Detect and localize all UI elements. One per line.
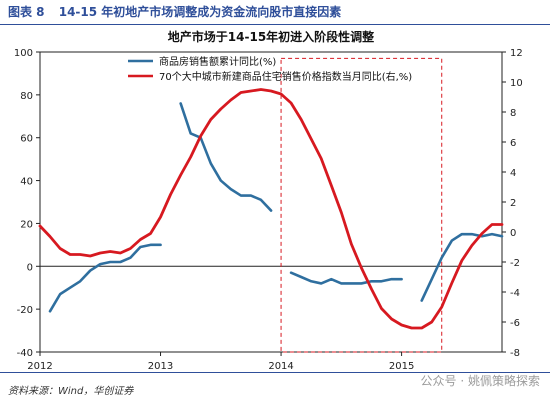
source-note: 资料来源：Wind，华创证券 (8, 386, 134, 397)
right-y-tick-label: 0 (510, 228, 516, 239)
right-y-tick-label: -2 (510, 258, 520, 269)
left-y-tick-label: 100 (14, 48, 33, 59)
right-y-tick-label: 2 (510, 198, 516, 209)
left-y-tick-label: 0 (27, 262, 33, 273)
line-chart: 地产市场于14-15年初进入阶段性调整-40-20020406080100-8-… (14, 29, 523, 372)
chart-container: 地产市场于14-15年初进入阶段性调整 -40 -20 0 20 40 60 80 100 -8-… (0, 24, 550, 374)
right-y-tick-label: 8 (510, 108, 516, 119)
left-y-tick-label: -20 (17, 305, 33, 316)
series-line-sales-value (48, 243, 162, 313)
left-y-tick-label: 80 (20, 91, 33, 102)
left-y-tick-label: 60 (20, 134, 33, 145)
right-y-tick-label: 4 (510, 168, 516, 179)
right-y-tick-label: -4 (510, 288, 520, 299)
legend-label-sales-value: 商品房销售额累计同比(%) (159, 55, 276, 68)
series-line-sales-value (289, 271, 403, 285)
footer-divider (0, 372, 550, 373)
figure-label: 图表 8 (8, 5, 45, 19)
right-y-tick-label: 10 (510, 78, 523, 89)
legend-label-price-index: 70个大中城市新建商品住宅销售价格指数当月同比(右,%) (159, 70, 412, 83)
watermark: 公众号 · 姚佩策略探索 (420, 374, 540, 388)
left-y-tick-label: -40 (17, 348, 33, 359)
x-tick-label: 2013 (148, 361, 173, 372)
right-y-tick-label: 12 (510, 48, 523, 59)
series-line-sales-value (179, 102, 273, 212)
x-tick-label: 2014 (268, 361, 293, 372)
figure-heading: 14-15 年初地产市场调整成为资金流向股市直接因素 (58, 5, 342, 19)
left-y-tick-label: 20 (20, 219, 33, 230)
left-y-tick-label: 40 (20, 177, 33, 188)
figure-title: 图表 8 14-15 年初地产市场调整成为资金流向股市直接因素 (8, 3, 341, 20)
plot-frame (39, 51, 503, 353)
right-y-tick-label: -6 (510, 318, 520, 329)
x-tick-label: 2015 (389, 361, 414, 372)
series-line-price-index (38, 88, 504, 330)
right-y-tick-label: -8 (510, 348, 520, 359)
right-y-tick-label: 6 (510, 138, 516, 149)
chart-title: 地产市场于14-15年初进入阶段性调整 (168, 29, 374, 44)
x-tick-label: 2012 (27, 361, 52, 372)
highlight-box (280, 57, 443, 353)
figure-header: 图表 8 14-15 年初地产市场调整成为资金流向股市直接因素 (0, 0, 550, 25)
series-line-sales-value (420, 232, 504, 302)
